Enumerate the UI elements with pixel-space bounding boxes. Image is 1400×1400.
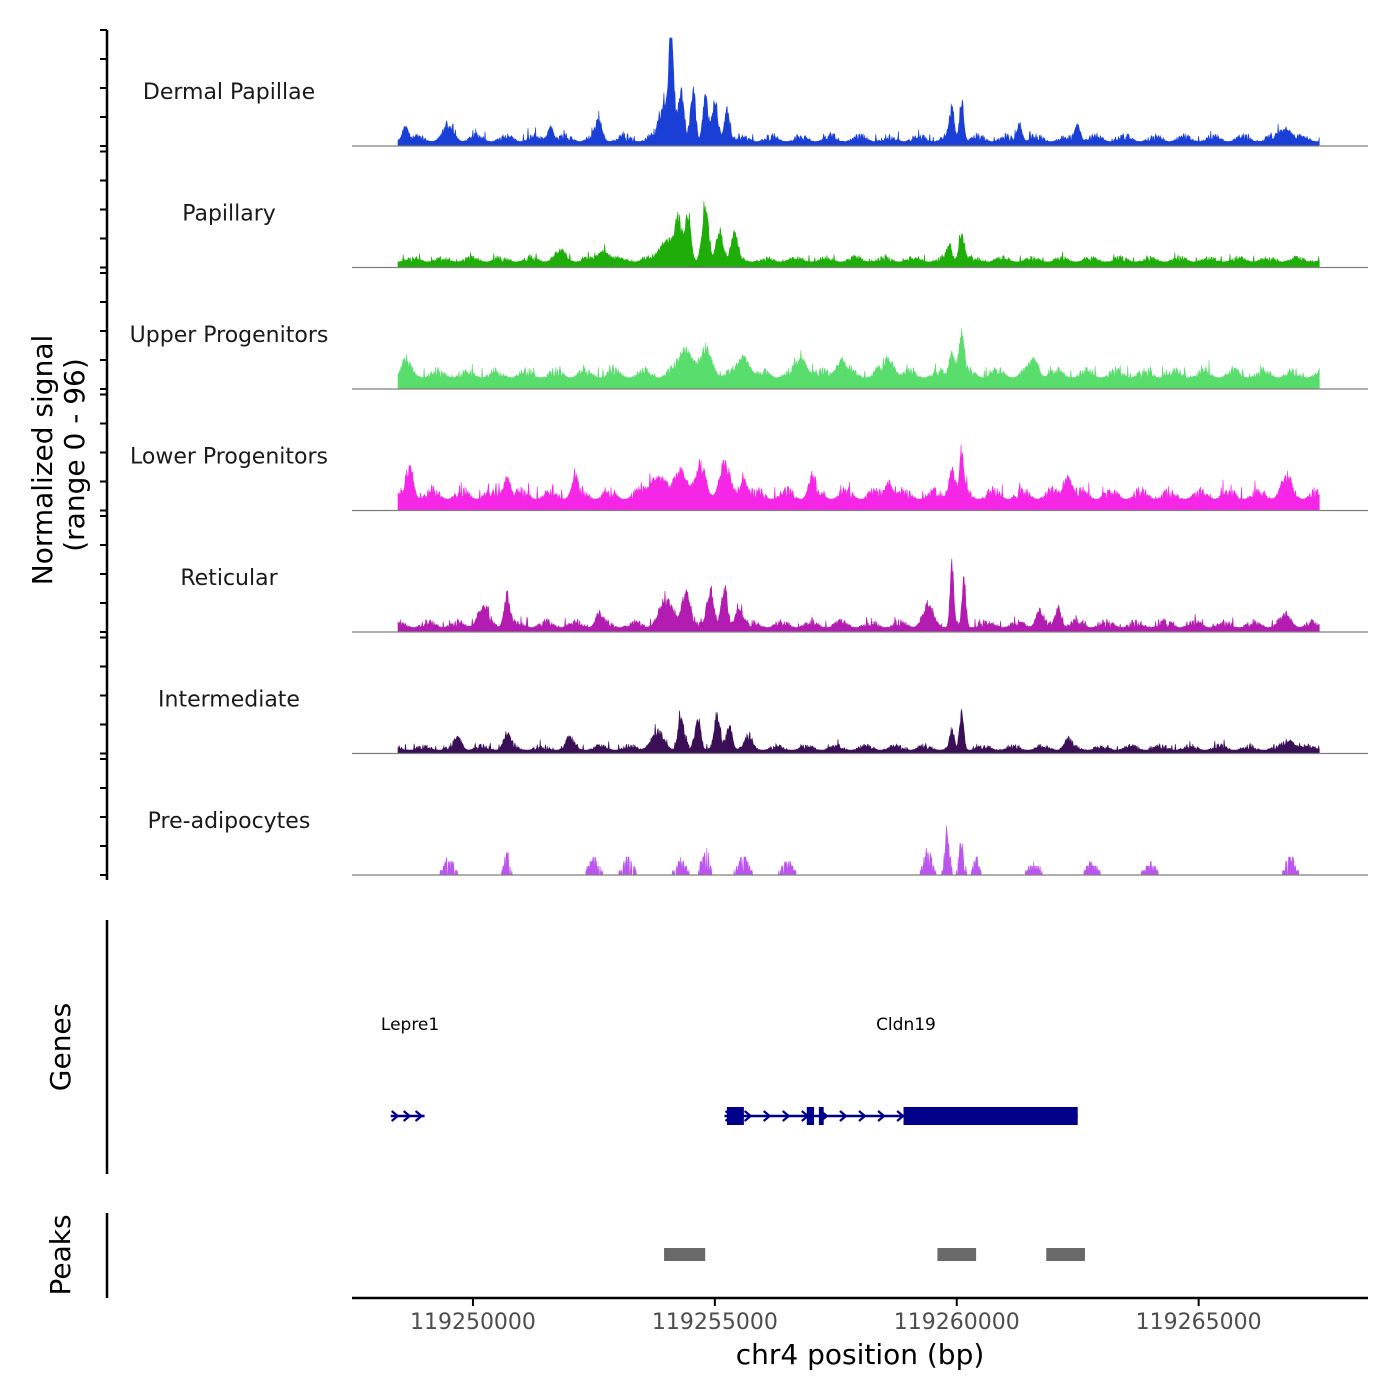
track-papillary: Papillary: [182, 201, 1368, 269]
peak-region: [1046, 1248, 1085, 1261]
gene-lepre1: Lepre1: [381, 1015, 439, 1122]
signal-area: [397, 37, 1320, 147]
signal-area: [397, 708, 1320, 754]
peak-region: [664, 1248, 706, 1261]
track-dermal-papillae: Dermal Papillae: [143, 37, 1368, 147]
x-tick-label: 119255000: [652, 1310, 778, 1335]
signal-y-axis-title: Normalized signal: [26, 335, 59, 586]
track-label: Dermal Papillae: [143, 80, 315, 105]
exon: [903, 1107, 1078, 1125]
strand-arrow: [877, 1110, 886, 1122]
x-tick-label: 119265000: [1136, 1310, 1262, 1335]
track-label: Papillary: [182, 202, 276, 227]
strand-arrow: [743, 1110, 753, 1122]
gene-track: Lepre1 Cldn19: [381, 1015, 1078, 1125]
exon: [806, 1107, 815, 1125]
track-label: Lower Progenitors: [130, 445, 328, 470]
strand-arrow: [391, 1110, 400, 1122]
track-label: Intermediate: [158, 688, 300, 713]
exon: [726, 1107, 744, 1125]
track-label: Upper Progenitors: [130, 323, 329, 348]
signal-area: [398, 825, 1320, 876]
signal-area: [397, 328, 1320, 390]
x-axis-ticks: 119250000 119255000 119260000 119265000: [410, 1298, 1262, 1335]
signal-tracks: Dermal Papillae Papillary Upper Progenitor…: [130, 37, 1368, 876]
exon: [818, 1107, 824, 1125]
strand-arrow: [414, 1110, 424, 1122]
strand-arrow: [896, 1110, 905, 1122]
track-lower-progenitors: Lower Progenitors: [130, 444, 1368, 512]
gene-label: Cldn19: [876, 1015, 936, 1035]
track-pre-adipocytes: Pre-adipocytes: [148, 809, 1368, 876]
signal-y-axis-range: (range 0 - 96): [58, 358, 91, 552]
strand-arrow: [858, 1110, 867, 1122]
signal-y-ticks: [100, 29, 107, 876]
peak-region: [937, 1248, 977, 1261]
strand-arrow: [762, 1110, 772, 1122]
strand-arrow: [402, 1110, 412, 1122]
track-upper-progenitors: Upper Progenitors: [130, 323, 1368, 390]
genes-title: Genes: [44, 1003, 77, 1091]
signal-area: [397, 201, 1320, 268]
strand-arrow: [839, 1110, 848, 1122]
gene-cldn19: Cldn19: [724, 1015, 1078, 1125]
x-tick-label: 119260000: [894, 1310, 1020, 1335]
track-label: Pre-adipocytes: [148, 809, 311, 834]
signal-area: [397, 558, 1320, 633]
track-reticular: Reticular: [180, 558, 1368, 633]
strand-arrow: [782, 1110, 791, 1122]
peaks-title: Peaks: [44, 1214, 77, 1295]
track-label: Reticular: [180, 566, 278, 591]
gene-label: Lepre1: [381, 1015, 439, 1035]
x-tick-label: 119250000: [410, 1310, 536, 1335]
peak-track: [664, 1248, 1085, 1261]
x-axis-title: chr4 position (bp): [736, 1338, 985, 1371]
track-intermediate: Intermediate: [158, 688, 1368, 755]
signal-area: [397, 444, 1320, 511]
